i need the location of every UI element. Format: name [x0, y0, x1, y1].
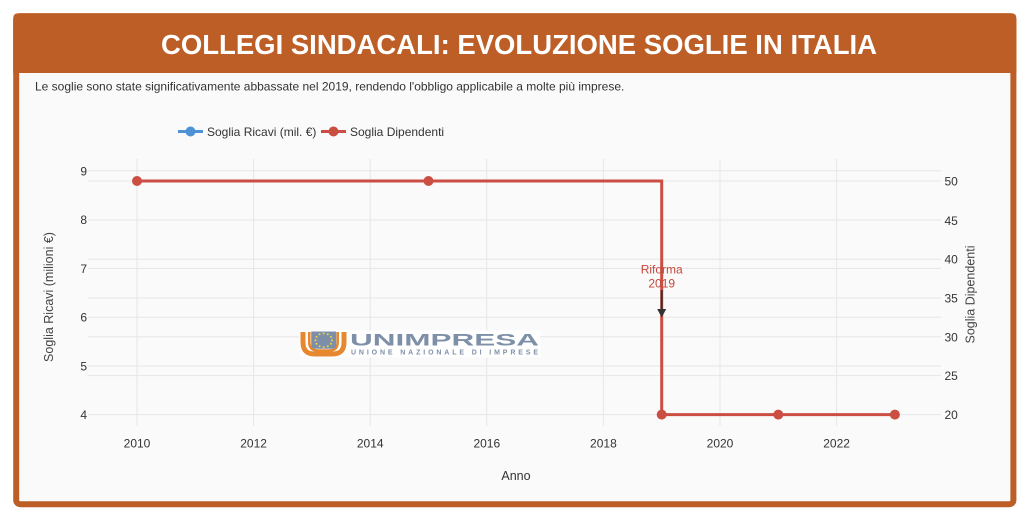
- svg-text:25: 25: [945, 369, 959, 383]
- svg-text:35: 35: [945, 292, 959, 306]
- svg-text:Soglia Dipendenti: Soglia Dipendenti: [964, 246, 978, 344]
- svg-text:2022: 2022: [823, 437, 850, 451]
- svg-text:2020: 2020: [707, 437, 734, 451]
- svg-text:UNIMPRESA: UNIMPRESA: [350, 331, 539, 350]
- svg-text:7: 7: [80, 262, 87, 276]
- svg-text:Soglia Ricavi (milioni €): Soglia Ricavi (milioni €): [42, 232, 56, 362]
- svg-text:8: 8: [80, 213, 87, 227]
- svg-text:5: 5: [80, 360, 87, 374]
- svg-text:COLLEGI SINDACALI: EVOLUZIONE: COLLEGI SINDACALI: EVOLUZIONE SOGLIE IN …: [161, 29, 877, 60]
- svg-text:50: 50: [945, 175, 959, 189]
- svg-text:20: 20: [945, 408, 959, 422]
- svg-text:9: 9: [80, 164, 87, 178]
- svg-text:40: 40: [945, 253, 959, 267]
- svg-text:Riforma: Riforma: [641, 263, 683, 277]
- svg-text:Soglia Dipendenti: Soglia Dipendenti: [350, 125, 444, 139]
- svg-text:2016: 2016: [473, 437, 500, 451]
- svg-text:2010: 2010: [124, 437, 151, 451]
- svg-text:Soglia Ricavi (mil. €): Soglia Ricavi (mil. €): [207, 125, 316, 139]
- svg-text:6: 6: [80, 311, 87, 325]
- svg-text:2014: 2014: [357, 437, 384, 451]
- svg-text:Le soglie sono state significa: Le soglie sono state significativamente …: [35, 80, 624, 94]
- svg-text:30: 30: [945, 330, 959, 344]
- svg-text:4: 4: [80, 408, 87, 422]
- svg-text:45: 45: [945, 214, 959, 228]
- svg-text:Anno: Anno: [501, 469, 530, 483]
- svg-text:2018: 2018: [590, 437, 617, 451]
- svg-text:2012: 2012: [240, 437, 267, 451]
- svg-text:UNIONE NAZIONALE DI IMPRESE: UNIONE NAZIONALE DI IMPRESE: [351, 350, 538, 357]
- svg-text:2019: 2019: [648, 277, 675, 291]
